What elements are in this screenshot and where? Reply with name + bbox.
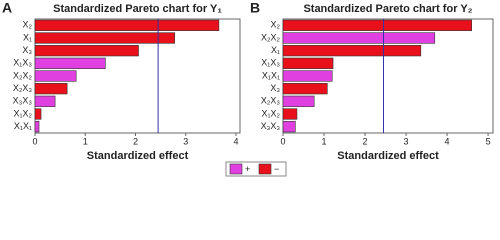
x-tick-label: 2: [363, 136, 368, 146]
y-tick-label: X₃: [270, 83, 280, 93]
x-tick-label: 0: [32, 136, 37, 146]
legend-label: +: [245, 164, 250, 174]
x-tick-label: 3: [183, 136, 188, 146]
y-tick-label: X₂: [271, 20, 281, 30]
bar: [282, 57, 334, 69]
x-axis-label: Standardized effect: [337, 150, 439, 162]
y-tick-label: X₃: [22, 45, 32, 55]
bar: [34, 45, 139, 57]
x-tick-label: 2: [133, 136, 138, 146]
bar: [282, 108, 298, 120]
x-tick-label: 1: [83, 136, 88, 146]
bar: [34, 108, 42, 120]
figure: A Standardized Pareto chart for Y₁X₂X₁X₃X…: [2, 0, 494, 177]
x-tick-label: 5: [486, 136, 491, 146]
legend-label: −: [274, 164, 279, 174]
y-tick-label: X₂: [23, 20, 33, 30]
panel-label: A: [2, 0, 12, 16]
chart-title: Standardized Pareto chart for Y₁: [53, 3, 222, 15]
y-tick-label: X₃X₃: [13, 96, 33, 106]
y-tick-label: X₁X₂: [13, 108, 32, 118]
bar: [282, 95, 315, 107]
bar: [34, 121, 40, 133]
x-tick-label: 0: [280, 136, 285, 146]
x-tick-label: 3: [404, 136, 409, 146]
bar: [282, 83, 328, 95]
bar: [282, 70, 333, 82]
y-tick-label: X₁: [271, 45, 280, 55]
y-tick-label: X₃X₃: [261, 121, 281, 131]
y-tick-label: X₂X₂: [261, 32, 280, 42]
x-tick-label: 1: [322, 136, 327, 146]
x-tick-label: 4: [233, 136, 238, 146]
y-tick-label: X₁: [23, 32, 32, 42]
y-tick-label: X₂X₂: [13, 70, 32, 80]
y-tick-label: X₂X₃: [13, 83, 32, 93]
bar: [282, 45, 422, 57]
y-tick-label: X₁X₁: [262, 70, 280, 80]
y-tick-label: X₂X₃: [261, 96, 280, 106]
y-tick-label: X₁X₃: [13, 58, 32, 68]
bar: [34, 57, 106, 69]
bar: [34, 70, 77, 82]
chart-title: Standardized Pareto chart for Y₂: [303, 3, 472, 15]
panel-label: B: [250, 0, 260, 16]
bar: [34, 32, 175, 44]
bar: [34, 95, 56, 107]
y-tick-label: X₁X₁: [14, 121, 32, 131]
bar: [34, 83, 68, 95]
legend-swatch: [229, 163, 243, 175]
legend-swatch: [258, 163, 272, 175]
bar: [34, 19, 220, 31]
y-tick-label: X₁X₂: [261, 108, 280, 118]
bar: [282, 19, 472, 31]
x-tick-label: 4: [445, 136, 450, 146]
bar: [282, 32, 436, 44]
x-axis-label: Standardized effect: [87, 150, 189, 162]
y-tick-label: X₁X₃: [261, 58, 280, 68]
bar: [282, 121, 296, 133]
